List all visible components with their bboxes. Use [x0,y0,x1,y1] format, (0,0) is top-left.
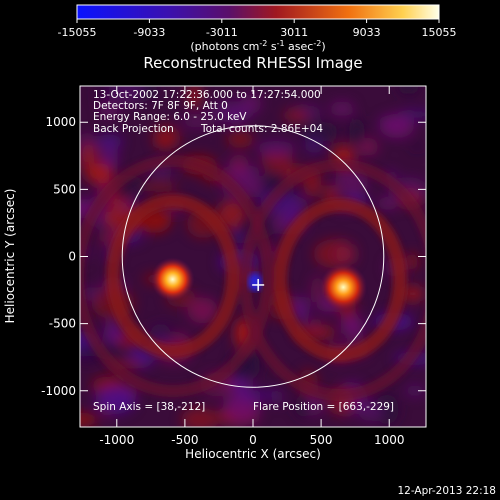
annotation-detectors: Detectors: 7F 8F 9F, Att 0 [93,100,228,112]
flare-position-label: Flare Position = [663,-229] [253,401,394,413]
chart-title: Reconstructed RHESSI Image [143,54,362,72]
y-tick-label: -500 [49,317,76,331]
heatmap-image [80,86,426,427]
solar-limb-circle [121,125,385,388]
annotation-method: Back Projection [93,123,174,135]
spin-axis-marker [252,278,265,291]
colorbar-tick-label: 15055 [422,26,457,39]
colorbar-tick-label: 3011 [280,26,308,39]
y-tick-labels: 1000 500 0 -500 -1000 [41,115,76,398]
colorbar-tick-label: -3011 [206,26,238,39]
x-tick-labels: -1000 -500 0 500 1000 [99,433,404,447]
annotation-time-range: 13-Oct-2002 17:22:36.000 to 17:27:54.000 [93,89,321,101]
x-tick-label: 0 [249,433,257,447]
colorbar-ticks: -15055 -9033 -3011 3011 9033 15055 [58,19,457,39]
spin-axis-label: Spin Axis = [38,-212] [93,401,205,413]
y-axis-label: Heliocentric Y (arcsec) [3,189,17,324]
colorbar-tick-label: 9033 [353,26,381,39]
x-tick-label: -1000 [99,433,134,447]
colorbar-unit-label: (photons cm-2 s-1 asec-2) [190,39,325,53]
y-tick-label: 500 [53,182,76,196]
axis-ticks [80,86,426,427]
y-tick-label: 1000 [45,115,76,129]
annotation-total-counts: Total counts: 2.86E+04 [200,123,323,135]
footer-timestamp: 12-Apr-2013 22:18 [397,485,496,497]
x-axis-label: Heliocentric X (arcsec) [185,447,321,461]
mirror-source [150,257,195,302]
x-tick-label: 500 [310,433,333,447]
colorbar-tick-label: -15055 [58,26,97,39]
y-tick-label: -1000 [41,384,76,398]
colorbar-tick-label: -9033 [133,26,165,39]
x-tick-label: -500 [171,433,198,447]
x-tick-label: 1000 [374,433,405,447]
annotation-energy-range: Energy Range: 6.0 - 25.0 keV [93,111,247,123]
colorbar [76,4,440,20]
flare-source [319,263,368,312]
y-tick-label: 0 [68,250,76,264]
